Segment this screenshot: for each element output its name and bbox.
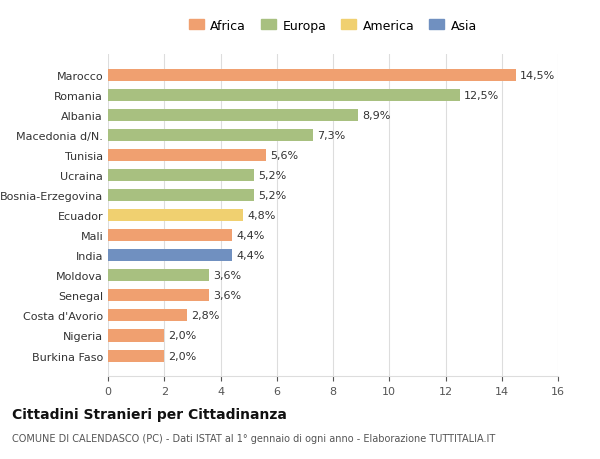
Bar (108, 290, 209, 302)
Text: 5,2%: 5,2% (259, 191, 287, 201)
Text: 5,6%: 5,6% (270, 151, 298, 161)
Bar (108, 330, 164, 342)
Bar (108, 350, 164, 362)
Text: 2,0%: 2,0% (169, 331, 197, 341)
Text: 3,6%: 3,6% (214, 291, 242, 301)
Text: 2,8%: 2,8% (191, 311, 220, 321)
Bar (108, 250, 232, 262)
Text: 3,6%: 3,6% (214, 271, 242, 281)
Bar (108, 170, 254, 182)
Bar (108, 130, 313, 142)
Text: 2,0%: 2,0% (169, 351, 197, 361)
Text: Cittadini Stranieri per Cittadinanza: Cittadini Stranieri per Cittadinanza (12, 407, 287, 421)
Text: 5,2%: 5,2% (259, 171, 287, 181)
Bar (108, 150, 265, 162)
Bar (108, 230, 232, 242)
Legend: Africa, Europa, America, Asia: Africa, Europa, America, Asia (189, 20, 477, 33)
Text: 4,4%: 4,4% (236, 231, 265, 241)
Bar (108, 70, 516, 82)
Text: COMUNE DI CALENDASCO (PC) - Dati ISTAT al 1° gennaio di ogni anno - Elaborazione: COMUNE DI CALENDASCO (PC) - Dati ISTAT a… (12, 433, 495, 442)
Bar (108, 210, 243, 222)
Bar (108, 110, 358, 122)
Bar (108, 310, 187, 322)
Text: 4,8%: 4,8% (247, 211, 275, 221)
Text: 12,5%: 12,5% (464, 91, 499, 101)
Text: 8,9%: 8,9% (362, 111, 391, 121)
Text: 4,4%: 4,4% (236, 251, 265, 261)
Text: 14,5%: 14,5% (520, 71, 555, 81)
Bar (108, 190, 254, 202)
Bar (108, 270, 209, 282)
Bar (108, 90, 460, 102)
Text: 7,3%: 7,3% (317, 131, 346, 141)
